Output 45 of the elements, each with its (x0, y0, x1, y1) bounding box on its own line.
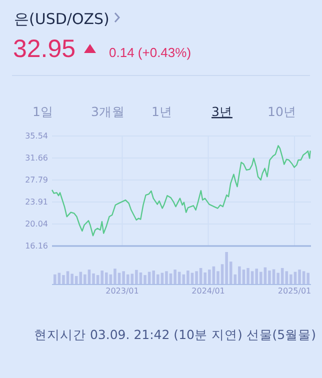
chart-subtitle: 32.95 (13, 35, 76, 63)
text: 1년 (152, 104, 172, 119)
bar (92, 273, 95, 284)
text: 3개월 (91, 104, 125, 119)
chart-title: 은(USD/OZS) (14, 10, 110, 28)
bar (225, 252, 228, 284)
bar (144, 275, 146, 284)
bar (290, 274, 292, 284)
bar (242, 270, 246, 284)
line-series (51, 145, 311, 236)
bar (238, 266, 241, 284)
bar (250, 271, 254, 284)
text: 1일 (32, 104, 54, 119)
x-tick-label: 2023/01 (106, 286, 139, 296)
y-tick-label: 27.79 (25, 176, 48, 185)
bar (174, 270, 176, 284)
y-tick-label: 23.91 (25, 198, 48, 207)
bar (268, 270, 271, 284)
y-tick-label: 35.54 (25, 132, 48, 141)
y-tick-label: 31.66 (25, 154, 48, 163)
bar (66, 271, 70, 284)
bar (62, 275, 65, 284)
bar (88, 270, 91, 284)
text: 현지시간 03.09. 21:42 (10분 지연) 선물(5월물) (32, 326, 316, 344)
bar (114, 268, 116, 284)
bar (54, 274, 56, 284)
x-tick-label: 2024/01 (192, 286, 225, 296)
text: 10년 (268, 104, 296, 119)
bar (165, 271, 168, 284)
bar (135, 270, 138, 284)
bar (70, 274, 74, 284)
bar (186, 270, 190, 284)
y-tick-label: 16.16 (25, 242, 48, 251)
x-tick-label: 2025/01 (278, 286, 312, 296)
text: 0.14 (+0.43%) (109, 45, 192, 60)
bar (74, 276, 78, 284)
bar (306, 272, 310, 284)
bar (298, 270, 301, 284)
bar (302, 271, 306, 284)
bar (122, 271, 125, 284)
text: 3년 (212, 104, 232, 119)
bar (285, 271, 288, 284)
bar (246, 268, 250, 284)
y-tick-label: 20.04 (25, 220, 48, 229)
bar (195, 271, 198, 284)
